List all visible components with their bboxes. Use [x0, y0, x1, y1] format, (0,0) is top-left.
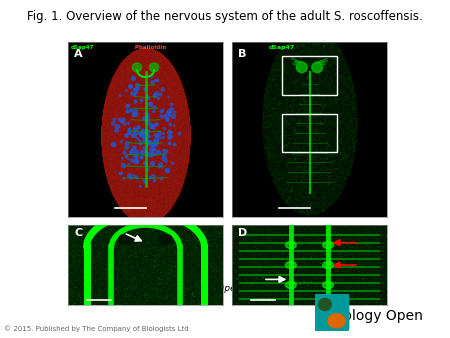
Polygon shape	[149, 63, 159, 72]
Polygon shape	[132, 63, 142, 72]
Bar	[282, 56, 338, 95]
Text: A: A	[74, 49, 83, 59]
Ellipse shape	[323, 261, 333, 269]
Text: C: C	[74, 228, 82, 238]
Ellipse shape	[323, 282, 333, 289]
Text: DAPI: DAPI	[246, 45, 262, 50]
FancyBboxPatch shape	[310, 291, 349, 333]
Ellipse shape	[328, 314, 345, 328]
Ellipse shape	[159, 235, 173, 244]
Text: D: D	[238, 228, 248, 238]
Ellipse shape	[323, 241, 333, 249]
Text: Biology Open: Biology Open	[330, 309, 423, 323]
Text: dSap47: dSap47	[71, 45, 94, 50]
Polygon shape	[267, 54, 352, 197]
Polygon shape	[297, 62, 307, 73]
Polygon shape	[312, 62, 323, 73]
Text: Phalloidin: Phalloidin	[133, 45, 166, 50]
Text: Simon G. Sprecher et al. Biology Open 2015;bio.014266: Simon G. Sprecher et al. Biology Open 20…	[68, 284, 321, 293]
Text: dSap47: dSap47	[269, 45, 295, 50]
Text: B: B	[238, 49, 247, 59]
Ellipse shape	[285, 282, 296, 289]
Text: Fig. 1. Overview of the nervous system of the adult S. roscoffensis.: Fig. 1. Overview of the nervous system o…	[27, 10, 423, 23]
Ellipse shape	[285, 241, 296, 249]
Polygon shape	[103, 54, 188, 197]
Ellipse shape	[285, 261, 296, 269]
Bar	[282, 114, 338, 152]
Ellipse shape	[118, 235, 132, 244]
Text: © 2015. Published by The Company of Biologists Ltd: © 2015. Published by The Company of Biol…	[4, 325, 189, 332]
Ellipse shape	[319, 298, 331, 310]
